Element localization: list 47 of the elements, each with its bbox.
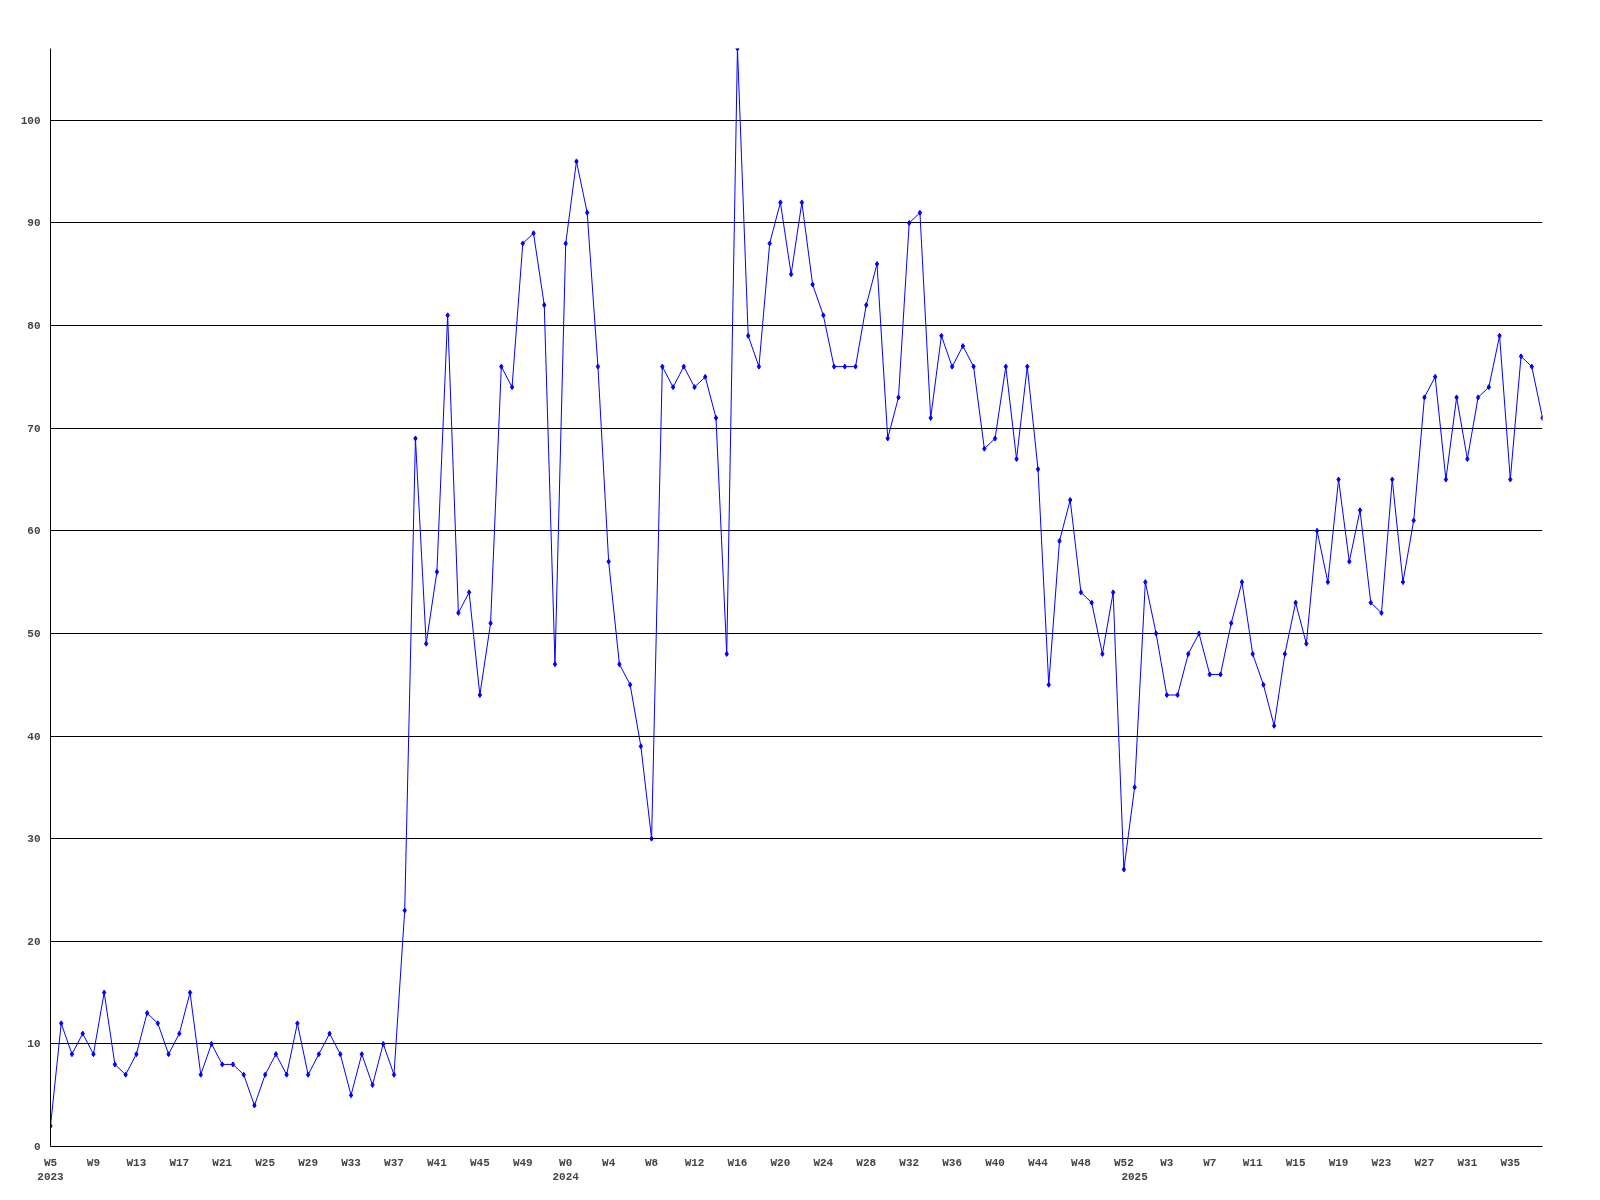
x-tick-label: W44 bbox=[1028, 1156, 1049, 1169]
x-tick-label: 2025 bbox=[1121, 1170, 1149, 1183]
x-tick-label: W13 bbox=[126, 1156, 147, 1169]
y-tick-label: 90 bbox=[27, 217, 41, 230]
x-tick-label: W24 bbox=[813, 1156, 834, 1169]
x-tick-label: W7 bbox=[1203, 1156, 1217, 1169]
x-tick-label: W25 bbox=[255, 1156, 276, 1169]
x-tick-label: W29 bbox=[298, 1156, 319, 1169]
x-tick-label: W36 bbox=[942, 1156, 963, 1169]
x-tick-label: W3 bbox=[1160, 1156, 1174, 1169]
y-tick-label: 60 bbox=[27, 525, 41, 538]
x-tick-label: W27 bbox=[1414, 1156, 1435, 1169]
x-tick-label: W5 2023 bbox=[37, 1156, 65, 1183]
x-tick-label: W35 bbox=[1500, 1156, 1521, 1169]
y-tick-label: 0 bbox=[33, 1141, 41, 1153]
y-tick-label: 50 bbox=[27, 627, 41, 640]
x-tick-label: W41 bbox=[427, 1156, 448, 1169]
x-tick-label: W40 bbox=[985, 1156, 1005, 1169]
x-tick-label: W11 bbox=[1242, 1156, 1263, 1169]
x-tick-label: W49 bbox=[512, 1156, 533, 1169]
x-tick-label: W21 bbox=[212, 1156, 233, 1169]
x-tick-label: W31 bbox=[1457, 1156, 1478, 1169]
x-tick-label: W8 bbox=[644, 1156, 659, 1169]
x-tick-label: W4 bbox=[602, 1156, 616, 1169]
y-tick-label: 70 bbox=[27, 422, 41, 435]
y-tick-label: 80 bbox=[27, 320, 41, 333]
x-tick-label: W32 bbox=[899, 1156, 920, 1169]
x-tick-label: W33 bbox=[341, 1156, 362, 1169]
x-tick-label: W15 bbox=[1285, 1156, 1306, 1169]
y-tick-label: 30 bbox=[27, 833, 41, 846]
y-tick-label: 10 bbox=[27, 1038, 41, 1051]
x-tick-label: W20 bbox=[770, 1156, 791, 1169]
x-tick-label: W37 bbox=[384, 1156, 404, 1169]
x-tick-label: W52 bbox=[1113, 1156, 1134, 1169]
y-tick-label: 40 bbox=[27, 730, 41, 743]
x-tick-label: W16 bbox=[727, 1156, 748, 1169]
x-tick-label: W17 bbox=[169, 1156, 190, 1169]
y-tick-label: 20 bbox=[27, 935, 41, 948]
x-tick-label: W0 2024 bbox=[552, 1156, 580, 1183]
x-tick-label: W28 bbox=[856, 1156, 877, 1169]
x-tick-label: W45 bbox=[469, 1156, 491, 1169]
y-tick-label: 100 bbox=[20, 114, 41, 127]
x-tick-label: W23 bbox=[1371, 1156, 1392, 1169]
x-tick-label: W9 bbox=[86, 1156, 101, 1169]
x-tick-label: W48 bbox=[1071, 1156, 1092, 1169]
x-tick-label: W12 bbox=[684, 1156, 705, 1169]
x-tick-label: W19 bbox=[1328, 1156, 1349, 1169]
